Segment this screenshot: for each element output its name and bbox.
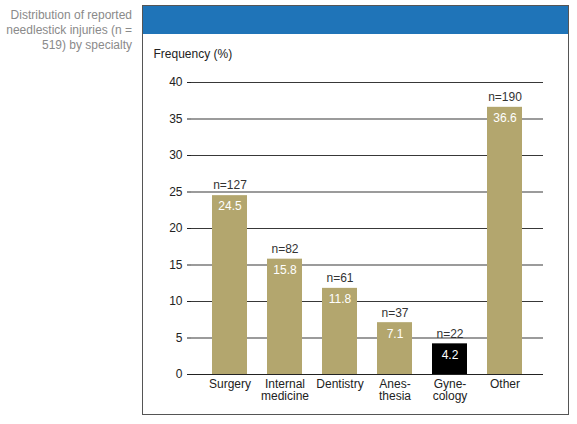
svg-text:30: 30 bbox=[169, 148, 183, 162]
svg-text:15.8: 15.8 bbox=[273, 263, 297, 277]
svg-text:n=82: n=82 bbox=[271, 242, 298, 256]
svg-text:n=61: n=61 bbox=[326, 271, 353, 285]
svg-text:n=37: n=37 bbox=[381, 306, 408, 320]
svg-text:15: 15 bbox=[169, 258, 183, 272]
svg-text:n=127: n=127 bbox=[213, 178, 247, 192]
svg-text:4.2: 4.2 bbox=[442, 348, 459, 362]
svg-text:20: 20 bbox=[169, 221, 183, 235]
svg-text:35: 35 bbox=[169, 112, 183, 126]
svg-text:7.1: 7.1 bbox=[387, 327, 404, 341]
svg-text:0: 0 bbox=[176, 367, 183, 381]
svg-text:11.8: 11.8 bbox=[329, 292, 352, 306]
svg-text:Frequency (%): Frequency (%) bbox=[154, 47, 233, 61]
svg-text:24.5: 24.5 bbox=[218, 199, 242, 213]
svg-text:5: 5 bbox=[176, 331, 183, 345]
svg-text:36.6: 36.6 bbox=[493, 111, 517, 125]
svg-text:25: 25 bbox=[169, 185, 183, 199]
svg-text:Gyne-cology: Gyne-cology bbox=[433, 377, 468, 403]
html-text:Distribution of reported needl: Distribution of reported needlestick inj… bbox=[6, 8, 132, 52]
svg-text:Anes-thesia: Anes-thesia bbox=[379, 377, 411, 403]
svg-text:Other: Other bbox=[490, 377, 520, 391]
svg-text:40: 40 bbox=[169, 75, 183, 89]
svg-text:Dentistry: Dentistry bbox=[316, 377, 363, 391]
svg-text:n=190: n=190 bbox=[488, 90, 522, 104]
svg-text:n=22: n=22 bbox=[436, 327, 463, 341]
svg-text:Internalmedicine: Internalmedicine bbox=[261, 377, 309, 403]
svg-text:Surgery: Surgery bbox=[209, 377, 251, 391]
svg-text:10: 10 bbox=[169, 294, 183, 308]
